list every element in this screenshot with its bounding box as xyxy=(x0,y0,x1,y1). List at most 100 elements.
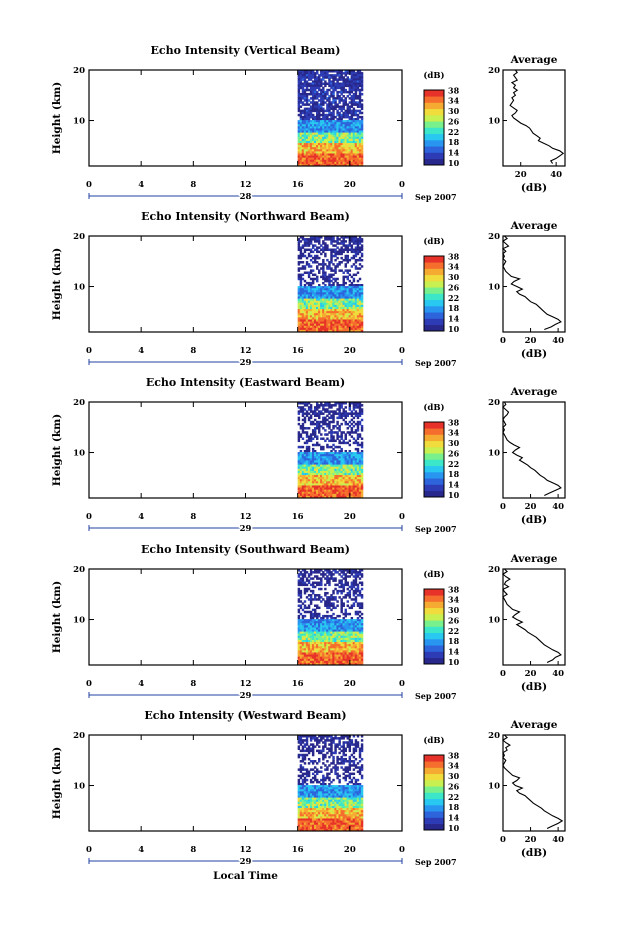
heatmap-cell xyxy=(332,458,335,461)
heatmap-cell xyxy=(348,591,352,595)
heatmap-cell xyxy=(332,254,335,258)
heatmap-cell xyxy=(301,78,305,81)
heatmap-cell xyxy=(322,145,325,148)
heatmap-cell xyxy=(332,147,335,150)
heatmap-cell xyxy=(299,159,303,163)
heatmap-cell xyxy=(350,483,354,486)
heatmap-cell xyxy=(313,126,317,129)
heatmap-cell xyxy=(334,122,337,125)
heatmap-cell xyxy=(320,244,323,247)
heatmap-cell xyxy=(322,136,325,140)
heatmap-cell xyxy=(348,130,352,134)
heatmap-cell xyxy=(320,437,323,440)
heatmap-cell xyxy=(346,317,350,320)
heatmap-cell xyxy=(301,95,305,98)
heatmap-cell xyxy=(348,122,352,125)
heatmap-cell xyxy=(326,128,329,131)
heatmap-cell xyxy=(307,296,311,300)
heatmap-cell xyxy=(326,470,329,474)
heatmap-cell xyxy=(318,623,321,626)
heatmap-cell xyxy=(326,90,329,94)
heatmap-cell xyxy=(332,579,335,582)
heatmap-cell xyxy=(330,602,333,605)
heatmap-cell xyxy=(313,254,317,258)
heatmap-cell xyxy=(342,633,345,637)
heatmap-cell xyxy=(330,635,333,639)
heatmap-cell xyxy=(297,103,301,106)
heatmap-cell xyxy=(318,491,321,495)
heatmap-cell xyxy=(352,489,356,493)
heatmap-cell xyxy=(332,290,335,293)
heatmap-cell xyxy=(328,290,331,293)
heatmap-cell xyxy=(336,460,339,463)
heatmap-cell xyxy=(350,315,354,318)
heatmap-cell xyxy=(303,78,307,81)
heatmap-cell xyxy=(358,443,362,447)
heatmap-cell xyxy=(338,306,341,310)
heatmap-cell xyxy=(324,80,327,83)
heatmap-cell xyxy=(340,143,343,146)
heatmap-cell xyxy=(307,155,311,159)
colorbar-tick-label: 30 xyxy=(448,272,460,282)
heatmap-cell xyxy=(320,483,323,486)
heatmap-cell xyxy=(348,300,352,304)
heatmap-cell xyxy=(338,315,341,318)
heatmap-cell xyxy=(336,122,339,125)
heatmap-cell xyxy=(350,650,354,653)
heatmap-cell xyxy=(318,479,321,482)
heatmap-cell xyxy=(328,294,331,297)
heatmap-cell xyxy=(338,625,341,628)
heatmap-cell xyxy=(303,623,307,626)
heatmap-cell xyxy=(311,489,315,493)
heatmap-cell xyxy=(303,462,307,466)
heatmap-cell xyxy=(358,111,362,115)
heatmap-cell xyxy=(358,250,362,254)
heatmap-cell xyxy=(342,439,345,443)
colorbar-tick-label: 18 xyxy=(448,303,460,313)
heatmap-cell xyxy=(305,300,309,304)
heatmap-cell xyxy=(322,97,325,100)
heatmap-cell xyxy=(358,452,362,455)
heatmap-cell xyxy=(307,159,311,163)
heatmap-cell xyxy=(336,627,339,630)
heatmap-cell xyxy=(307,309,311,312)
heatmap-cell xyxy=(322,656,325,660)
heatmap-cell xyxy=(318,404,321,407)
heatmap-cell xyxy=(358,495,362,499)
heatmap-cell xyxy=(318,250,321,254)
heatmap-cell xyxy=(326,92,329,96)
heatmap-cell xyxy=(303,80,307,83)
heatmap-cell xyxy=(332,646,335,649)
heatmap-cell xyxy=(297,431,301,434)
heatmap-cell xyxy=(330,460,333,463)
heatmap-cell xyxy=(350,86,354,90)
colorbar-segment xyxy=(424,133,444,141)
heatmap-cell xyxy=(360,136,364,140)
heatmap-cell xyxy=(309,472,313,476)
heatmap-cell xyxy=(297,650,301,653)
heatmap-cell xyxy=(358,300,362,304)
heatmap-cell xyxy=(342,495,345,499)
heatmap-cell xyxy=(313,236,317,239)
heatmap-cell xyxy=(354,147,358,150)
heatmap-cell xyxy=(305,445,309,449)
colorbar-frame xyxy=(423,89,445,166)
heatmap-cell xyxy=(299,424,303,428)
heatmap-cell xyxy=(342,136,345,140)
heatmap-cell xyxy=(354,481,358,484)
heatmap-cell xyxy=(324,292,327,295)
heatmap-cell xyxy=(338,309,341,312)
heatmap-cell xyxy=(330,477,333,480)
heatmap-cell xyxy=(309,153,313,156)
heatmap-cell xyxy=(340,128,343,131)
heatmap-cell xyxy=(334,617,337,620)
heatmap-cell xyxy=(332,495,335,499)
heatmap-cell xyxy=(305,95,309,98)
heatmap-cell xyxy=(354,466,358,470)
heatmap-cell xyxy=(330,269,333,272)
heatmap-cell xyxy=(334,115,337,119)
heatmap-cell xyxy=(299,433,303,436)
heatmap-cell xyxy=(297,662,301,666)
heatmap-cell xyxy=(344,103,347,106)
heatmap-cell xyxy=(342,101,345,104)
